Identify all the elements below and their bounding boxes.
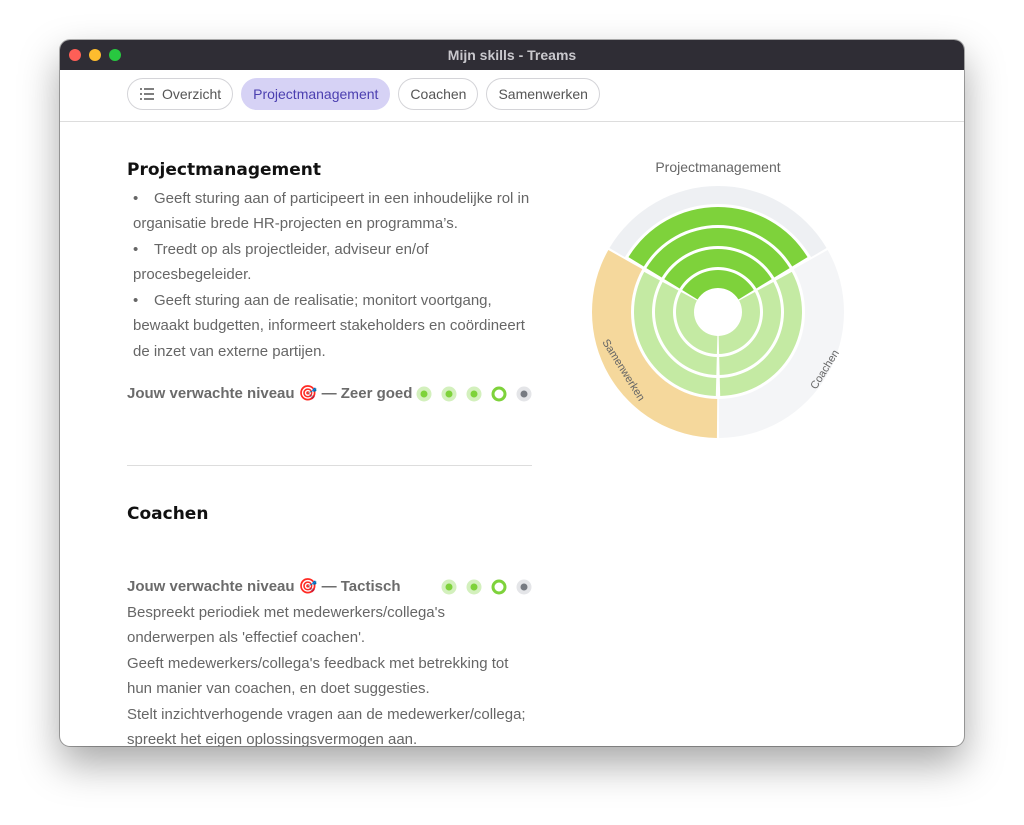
level-track [592,249,718,438]
content: Projectmanagement Geeft sturing aan of p… [127,158,532,746]
level-dot [516,579,532,595]
level-track [718,249,844,438]
level-track [609,186,827,258]
level-arc [646,227,790,278]
tab-label: Overzicht [162,86,222,102]
tab[interactable]: Overzicht [127,78,234,110]
level-arc [676,291,718,354]
level-dot [466,579,482,595]
bullet: Geeft sturing aan de realisatie; monitor… [133,288,532,365]
dot-core [520,583,528,591]
section-title: Coachen [127,503,209,524]
tab-bar: Overzicht Projectmanagement Coachen Samenwe… [60,70,964,122]
level-dot [441,386,457,402]
level-arc [655,281,717,375]
segment-label: Projectmanagement [655,159,780,175]
level-arc [628,207,808,267]
bullet: Treedt op als projectleider, adviseur en… [133,237,532,288]
paragraph: Stelt inzichtverhogende vragen aan de me… [127,705,526,747]
bullet-list: Geeft sturing aan of participeert in een… [127,186,532,365]
title-bar: Mijn skills - Treams [60,40,964,70]
level-arc [634,271,717,396]
tab[interactable]: Coachen [398,78,479,110]
list-icon [140,88,154,100]
dot-core [445,583,453,591]
tab-label: Samenwerken [498,86,588,102]
tab-row: Overzicht Projectmanagement Coachen Samenwe… [127,78,600,110]
paragraph: Bespreekt periodiek met medewerkers/coll… [127,603,446,647]
zoom-button[interactable] [109,49,121,61]
window-title: Mijn skills - Treams [447,47,577,63]
tab[interactable]: Projectmanagement [241,78,391,110]
level-label: Jouw verwachte niveau 🎯 — Zeer goed [127,385,413,402]
level-dot [441,579,457,595]
window: Mijn skills - Treams Overzicht Projectman… [60,40,964,746]
dot-core [520,390,528,398]
level-arc [682,270,754,300]
level-arc [719,281,781,375]
close-button[interactable] [69,49,81,61]
dot-shape [491,386,507,402]
dot-core [445,390,453,398]
level-arc [718,291,760,354]
level-label: Jouw verwachte niveau 🎯 — Tactisch [127,578,401,595]
level-arc [719,271,802,396]
tab-label: Projectmanagement [253,86,379,102]
level-dot [416,386,432,402]
dot-core [470,390,478,398]
dot-core [420,390,428,398]
minimize-button[interactable] [89,49,101,61]
level-dot [466,386,482,402]
dot-shape [491,579,507,595]
level-dot [491,579,507,595]
level-dots [441,579,532,595]
bullet: Geeft sturing aan of participeert in een… [133,186,532,237]
level-dots [416,386,532,402]
tab[interactable]: Samenwerken [486,78,600,110]
level-dot [516,386,532,402]
description: Bespreekt periodiek met medewerkers/coll… [127,600,532,747]
level-row: Jouw verwachte niveau 🎯 — Zeer goed [127,381,532,407]
level-row: Jouw verwachte niveau 🎯 — Tactisch [127,574,532,600]
paragraph: Geeft medewerkers/collega's feedback met… [127,654,509,698]
section-title: Projectmanagement [127,160,322,180]
divider [127,464,532,466]
level-dot [491,386,507,402]
level-arc [664,248,772,289]
tab-label: Coachen [410,86,467,102]
dot-core [470,583,478,591]
